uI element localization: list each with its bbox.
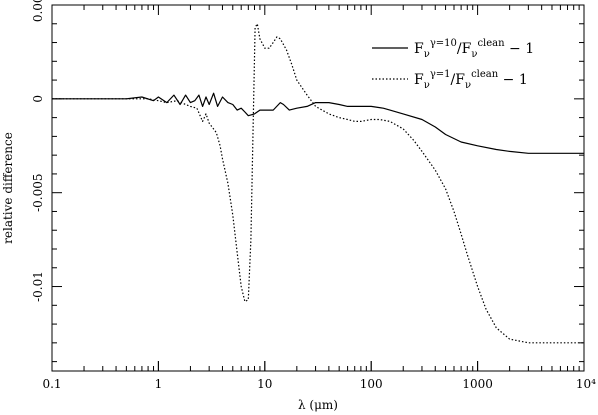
x-tick-label: 10⁴ bbox=[576, 377, 596, 391]
x-tick-label: 10 bbox=[257, 377, 272, 391]
y-tick-label: 0.005 bbox=[31, 0, 45, 22]
series-lines bbox=[52, 23, 584, 344]
legend: Fνγ=10/Fνclean − 1 Fνγ=1/Fνclean − 1 bbox=[372, 38, 534, 91]
x-axis-title: λ (μm) bbox=[298, 398, 338, 412]
x-tick-label: 1 bbox=[155, 377, 163, 391]
x-tick-label: 1000 bbox=[462, 377, 493, 391]
x-tick-label: 0.1 bbox=[42, 377, 61, 391]
series-line-1 bbox=[52, 92, 584, 154]
plot-frame bbox=[51, 4, 585, 372]
y-axis-title: relative difference bbox=[1, 132, 15, 244]
series-line-2 bbox=[52, 23, 584, 344]
y-tick-label: -0.01 bbox=[31, 271, 45, 302]
y-tick-label: 0 bbox=[31, 95, 45, 103]
tick-labels: 0.1 1 10 100 1000 10⁴ 0.005 0 -0.005 -0.01 bbox=[31, 0, 596, 391]
legend-label-gamma1: Fνγ=1/Fνclean − 1 bbox=[414, 69, 528, 91]
x-tick-label: 100 bbox=[360, 377, 383, 391]
y-tick-label: -0.005 bbox=[31, 173, 45, 211]
ticks bbox=[51, 4, 585, 371]
legend-label-gamma10: Fνγ=10/Fνclean − 1 bbox=[414, 38, 534, 60]
